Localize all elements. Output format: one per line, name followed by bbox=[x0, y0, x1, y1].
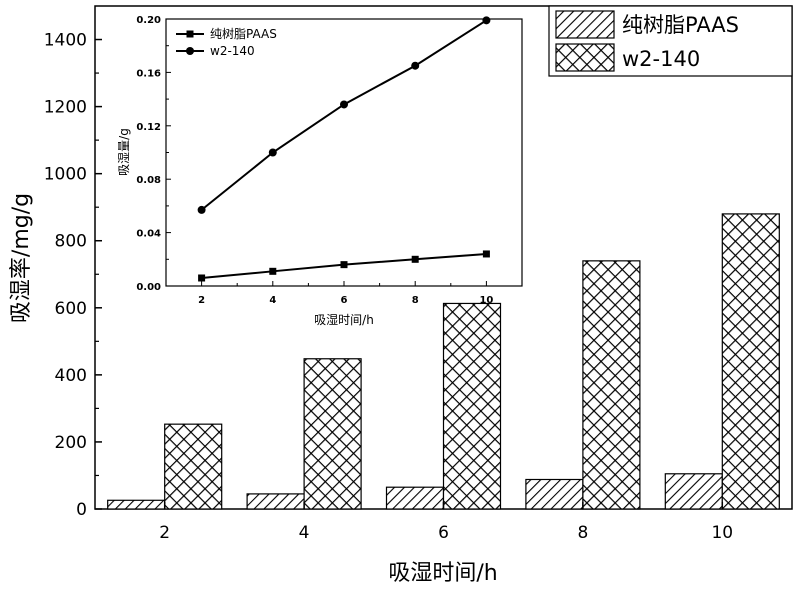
inset-y-axis-label: 吸湿量/g bbox=[116, 128, 131, 176]
inset-x-tick-label: 6 bbox=[341, 295, 348, 306]
main-y-tick-label: 1200 bbox=[44, 98, 87, 118]
main-x-tick-label: 6 bbox=[438, 523, 449, 543]
bar-w2-10h bbox=[721, 213, 780, 510]
bar-w2-4h bbox=[303, 358, 362, 510]
bar-paas-4h bbox=[246, 493, 305, 510]
inset-x-tick-label: 4 bbox=[269, 295, 276, 306]
inset-y-tick-label: 0.00 bbox=[136, 282, 161, 293]
bar-paas-10h bbox=[664, 473, 723, 510]
inset-point-paas bbox=[482, 250, 490, 258]
main-x-axis-label: 吸湿时间/h bbox=[388, 561, 497, 586]
inset-x-axis-label: 吸湿时间/h bbox=[314, 312, 374, 327]
inset-point-paas bbox=[269, 267, 277, 275]
inset-x-tick-label: 2 bbox=[198, 295, 205, 306]
main-x-tick-label: 4 bbox=[299, 523, 310, 543]
inset-x-tick-label: 8 bbox=[412, 295, 419, 306]
main-y-axis: 0 200 400 600 800 1000 1200 1400 bbox=[44, 31, 102, 520]
inset-y-tick-label: 0.08 bbox=[136, 175, 161, 186]
bar-w2-2h bbox=[164, 423, 223, 510]
inset-legend-label-w2: w2-140 bbox=[210, 44, 255, 58]
inset-y-tick-label: 0.12 bbox=[136, 122, 161, 133]
inset-y-tick-label: 0.16 bbox=[136, 68, 161, 79]
inset-y-tick-label: 0.04 bbox=[136, 229, 161, 240]
main-x-tick-label: 8 bbox=[577, 523, 588, 543]
main-legend: 纯树脂PAAS w2-140 bbox=[548, 5, 793, 77]
main-y-tick-label: 0 bbox=[76, 500, 87, 520]
inset-x-tick-label: 10 bbox=[479, 295, 493, 306]
main-y-tick-label: 200 bbox=[55, 433, 87, 453]
bar-paas-2h bbox=[107, 499, 166, 510]
inset-legend-marker-w2 bbox=[186, 47, 194, 55]
main-y-tick-label: 800 bbox=[55, 232, 87, 252]
bar-w2-8h bbox=[582, 260, 641, 510]
legend-label-w2: w2-140 bbox=[622, 47, 700, 71]
inset-y-axis: 0.00 0.04 0.08 0.12 0.16 0.20 bbox=[136, 15, 171, 293]
inset-plot-frame bbox=[165, 18, 523, 287]
inset-point-w2 bbox=[268, 148, 277, 157]
inset-x-axis: 2 4 6 8 10 bbox=[198, 281, 493, 306]
main-y-tick-label: 1000 bbox=[44, 165, 87, 185]
legend-swatch-paas bbox=[555, 10, 615, 39]
inset-point-paas bbox=[198, 274, 206, 282]
bar-w2-6h bbox=[442, 302, 502, 510]
inset-legend: 纯树脂PAAS w2-140 bbox=[176, 26, 277, 58]
inset-y-tick-label: 0.20 bbox=[136, 15, 161, 26]
inset-point-paas bbox=[411, 255, 419, 263]
bar-paas-6h bbox=[385, 486, 445, 510]
legend-swatch-w2 bbox=[555, 43, 615, 72]
main-x-tick-label: 2 bbox=[159, 523, 170, 543]
inset-lines bbox=[197, 16, 491, 282]
inset-legend-label-paas: 纯树脂PAAS bbox=[210, 26, 277, 41]
inset-point-paas bbox=[340, 261, 348, 269]
main-y-tick-label: 600 bbox=[55, 299, 87, 319]
bar-paas-8h bbox=[525, 478, 584, 510]
legend-label-paas: 纯树脂PAAS bbox=[622, 13, 739, 37]
main-y-axis-label: 吸湿率/mg/g bbox=[9, 193, 34, 323]
main-bars bbox=[107, 213, 780, 510]
main-x-axis: 2 4 6 8 10 bbox=[159, 502, 733, 543]
inset-point-w2 bbox=[411, 61, 420, 70]
main-y-tick-label: 400 bbox=[55, 366, 87, 386]
inset-point-w2 bbox=[197, 205, 206, 214]
inset-legend-marker-paas bbox=[186, 30, 194, 38]
inset-point-w2 bbox=[482, 16, 491, 25]
inset-point-w2 bbox=[340, 100, 348, 109]
main-x-tick-label: 10 bbox=[711, 523, 733, 543]
main-y-tick-label: 1400 bbox=[44, 31, 87, 51]
